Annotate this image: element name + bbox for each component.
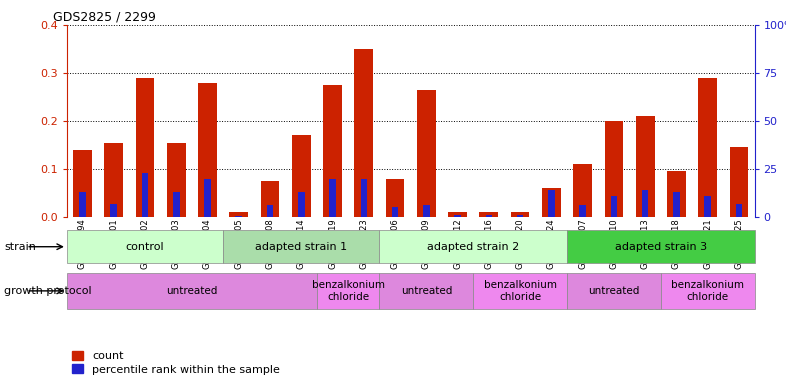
Bar: [67, 230, 223, 263]
Bar: [198, 83, 217, 217]
Bar: [542, 188, 560, 217]
Bar: [141, 173, 149, 217]
Bar: [729, 147, 748, 217]
Bar: [298, 192, 304, 217]
Bar: [673, 192, 680, 217]
Bar: [736, 204, 742, 217]
Bar: [380, 273, 473, 309]
Bar: [454, 215, 461, 217]
Legend: count, percentile rank within the sample: count, percentile rank within the sample: [72, 351, 281, 375]
Bar: [642, 190, 648, 217]
Bar: [67, 273, 317, 309]
Bar: [135, 78, 154, 217]
Bar: [611, 196, 617, 217]
Bar: [417, 90, 435, 217]
Bar: [567, 273, 661, 309]
Bar: [667, 171, 685, 217]
Bar: [473, 273, 567, 309]
Bar: [386, 179, 405, 217]
Text: benzalkonium
chloride: benzalkonium chloride: [312, 280, 384, 302]
Bar: [548, 190, 555, 217]
Bar: [105, 142, 123, 217]
Text: benzalkonium
chloride: benzalkonium chloride: [671, 280, 744, 302]
Bar: [223, 230, 380, 263]
Bar: [698, 78, 717, 217]
Bar: [661, 273, 755, 309]
Bar: [486, 215, 492, 217]
Text: adapted strain 1: adapted strain 1: [255, 242, 347, 252]
Text: growth protocol: growth protocol: [4, 286, 91, 296]
Bar: [323, 85, 342, 217]
Bar: [579, 205, 586, 217]
Text: benzalkonium
chloride: benzalkonium chloride: [483, 280, 556, 302]
Text: strain: strain: [4, 242, 36, 252]
Bar: [329, 179, 336, 217]
Bar: [423, 205, 430, 217]
Text: untreated: untreated: [166, 286, 218, 296]
Bar: [573, 164, 592, 217]
Bar: [317, 273, 380, 309]
Bar: [567, 230, 755, 263]
Bar: [361, 179, 367, 217]
Bar: [261, 181, 279, 217]
Bar: [79, 192, 86, 217]
Bar: [636, 116, 655, 217]
Bar: [354, 49, 373, 217]
Bar: [448, 212, 467, 217]
Bar: [173, 192, 179, 217]
Bar: [604, 121, 623, 217]
Bar: [479, 212, 498, 217]
Bar: [380, 230, 567, 263]
Text: GDS2825 / 2299: GDS2825 / 2299: [53, 11, 156, 24]
Bar: [704, 196, 711, 217]
Bar: [204, 179, 211, 217]
Text: control: control: [126, 242, 164, 252]
Text: adapted strain 3: adapted strain 3: [615, 242, 707, 252]
Bar: [73, 150, 92, 217]
Text: untreated: untreated: [588, 286, 640, 296]
Bar: [110, 204, 117, 217]
Bar: [517, 215, 523, 217]
Bar: [292, 136, 310, 217]
Text: untreated: untreated: [401, 286, 452, 296]
Bar: [391, 207, 399, 217]
Bar: [236, 216, 242, 217]
Bar: [266, 205, 274, 217]
Text: adapted strain 2: adapted strain 2: [427, 242, 520, 252]
Bar: [167, 142, 185, 217]
Bar: [230, 212, 248, 217]
Bar: [511, 212, 530, 217]
